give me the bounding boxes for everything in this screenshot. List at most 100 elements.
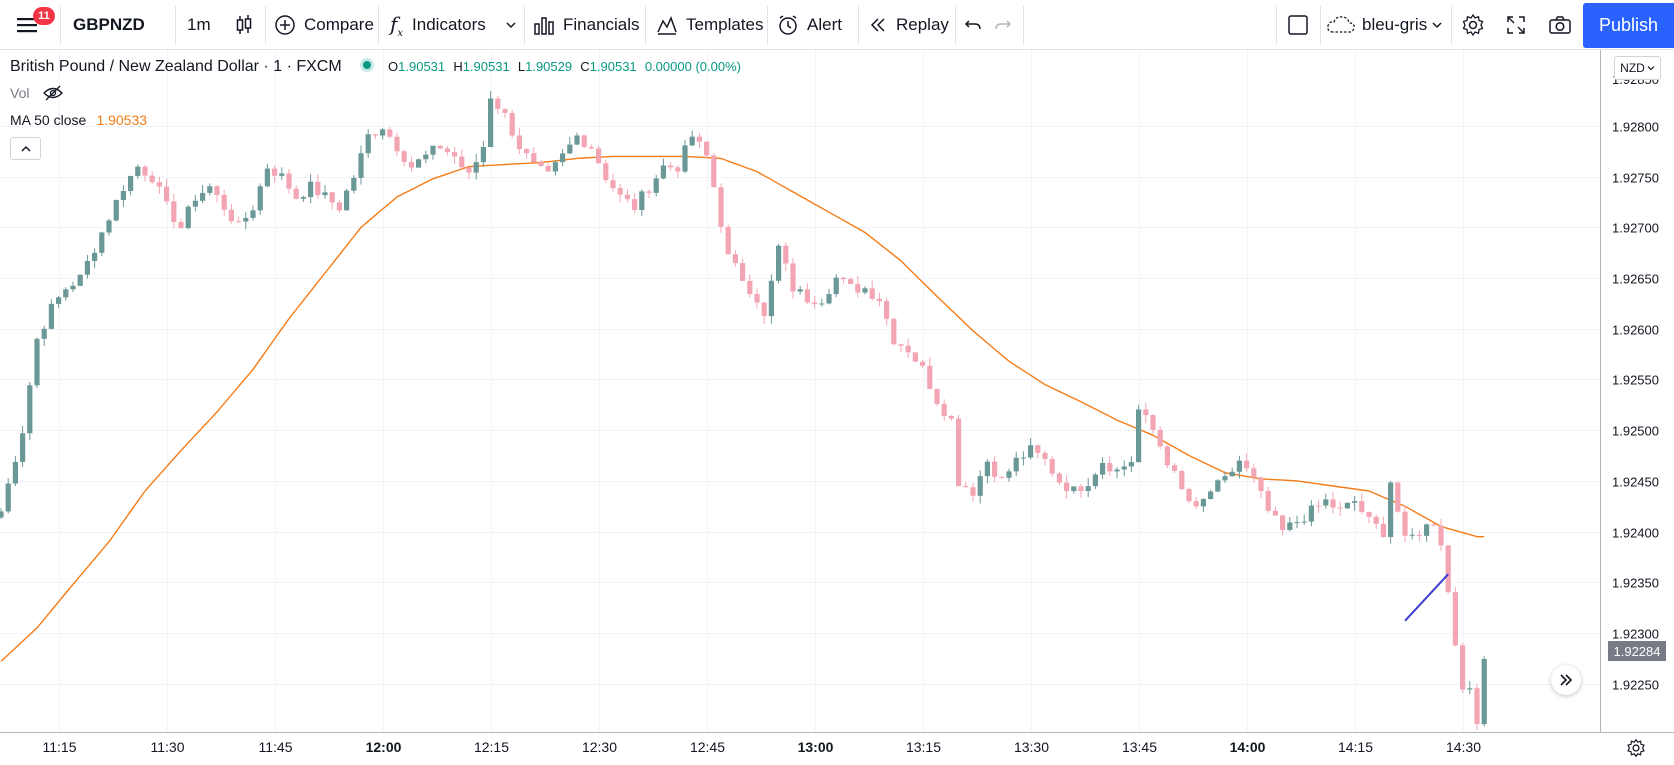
candle-body [1164, 446, 1170, 466]
candle [423, 150, 429, 164]
candle [905, 338, 911, 358]
scroll-to-realtime-button[interactable] [1551, 665, 1581, 695]
layout-button[interactable] [1287, 0, 1309, 50]
candle [696, 132, 702, 148]
collapse-legend-button[interactable] [10, 137, 41, 160]
candle-body [1078, 486, 1084, 492]
templates-button[interactable]: Templates [656, 0, 763, 50]
indicators-dropdown[interactable] [504, 0, 518, 50]
candle-body [1143, 409, 1149, 416]
candle-body [142, 166, 148, 176]
candle [941, 399, 947, 421]
candle-body [92, 252, 98, 261]
market-status-dot[interactable] [359, 58, 374, 72]
layout-dropdown[interactable] [1430, 0, 1444, 50]
candle [804, 282, 810, 304]
candle-body [135, 166, 141, 176]
main-menu-button[interactable] [15, 0, 45, 50]
candle-body [329, 192, 335, 203]
candle-body [1013, 457, 1019, 472]
candle [704, 141, 710, 159]
candle [1352, 495, 1358, 511]
price-tick-label: 1.92550 [1612, 373, 1659, 388]
candle-body [1474, 688, 1480, 725]
candle [264, 164, 270, 188]
indicators-label: Indicators [412, 15, 486, 34]
candle-body [653, 178, 659, 193]
fullscreen-button[interactable] [1505, 0, 1527, 50]
candle-body [1035, 445, 1041, 453]
candle [1416, 530, 1422, 542]
candle [761, 301, 767, 324]
candle-body [264, 168, 270, 187]
candle-body [106, 220, 112, 233]
candle [444, 145, 450, 156]
snapshot-button[interactable] [1548, 0, 1572, 50]
candle-body [358, 153, 364, 178]
candle [20, 425, 26, 467]
candle [1121, 460, 1127, 477]
candle-body [250, 210, 256, 218]
candle [12, 455, 18, 487]
candle-body [632, 199, 638, 210]
interval-button[interactable]: 1m [187, 0, 211, 50]
candle-body [1215, 480, 1221, 492]
alert-button[interactable]: Alert [777, 0, 842, 50]
indicators-button[interactable]: fx Indicators [390, 0, 486, 50]
currency-select[interactable]: NZD [1614, 56, 1661, 80]
publish-button[interactable]: Publish [1583, 3, 1674, 48]
candle [610, 173, 616, 192]
chart-properties-button[interactable] [1624, 736, 1648, 760]
candle [1179, 469, 1185, 491]
candle [70, 281, 76, 293]
candle-body [905, 345, 911, 353]
candle-body [1200, 499, 1206, 507]
candle-body [272, 168, 278, 176]
compare-button[interactable]: Compare [274, 0, 374, 50]
symbol-search-button[interactable]: GBPNZD [73, 0, 145, 50]
candle [992, 456, 998, 483]
candle [1193, 497, 1199, 510]
candle [833, 274, 839, 298]
candle-body [207, 186, 213, 193]
candle-body [488, 98, 494, 148]
settings-button[interactable] [1461, 0, 1485, 50]
candle-body [48, 303, 54, 329]
candle [221, 189, 227, 217]
price-tick-label: 1.92400 [1612, 526, 1659, 541]
save-layout-button[interactable]: bleu-gris [1326, 0, 1427, 50]
candle [1092, 472, 1098, 489]
candle-body [293, 188, 299, 199]
candle [243, 212, 249, 230]
candle [754, 288, 760, 309]
candle-body [804, 289, 810, 303]
candle [344, 188, 350, 211]
legend-ma[interactable]: MA 50 close 1.90533 [10, 112, 147, 129]
candle [106, 218, 112, 236]
chart-type-button[interactable] [233, 0, 255, 50]
candle [200, 185, 206, 204]
legend-volume[interactable]: Vol [10, 85, 64, 102]
candle [552, 160, 558, 176]
candle [1316, 499, 1322, 513]
candle-body [1416, 534, 1422, 536]
templates-icon [657, 15, 677, 35]
replay-button[interactable]: Replay [868, 0, 949, 50]
candle-body [308, 181, 314, 198]
eye-crossed-icon[interactable] [42, 85, 64, 101]
undo-button[interactable] [963, 0, 983, 50]
price-tick-label: 1.92250 [1612, 678, 1659, 693]
candle-body [221, 194, 227, 210]
candle-body [20, 433, 26, 462]
candle [898, 344, 904, 352]
redo-button[interactable] [993, 0, 1013, 50]
candle [1186, 487, 1192, 504]
candle [1330, 492, 1336, 514]
candle-body [732, 254, 738, 264]
candle [135, 164, 141, 179]
candle [1136, 404, 1142, 463]
candle-body [365, 134, 371, 154]
candle [416, 158, 422, 168]
financials-button[interactable]: Financials [533, 0, 640, 50]
